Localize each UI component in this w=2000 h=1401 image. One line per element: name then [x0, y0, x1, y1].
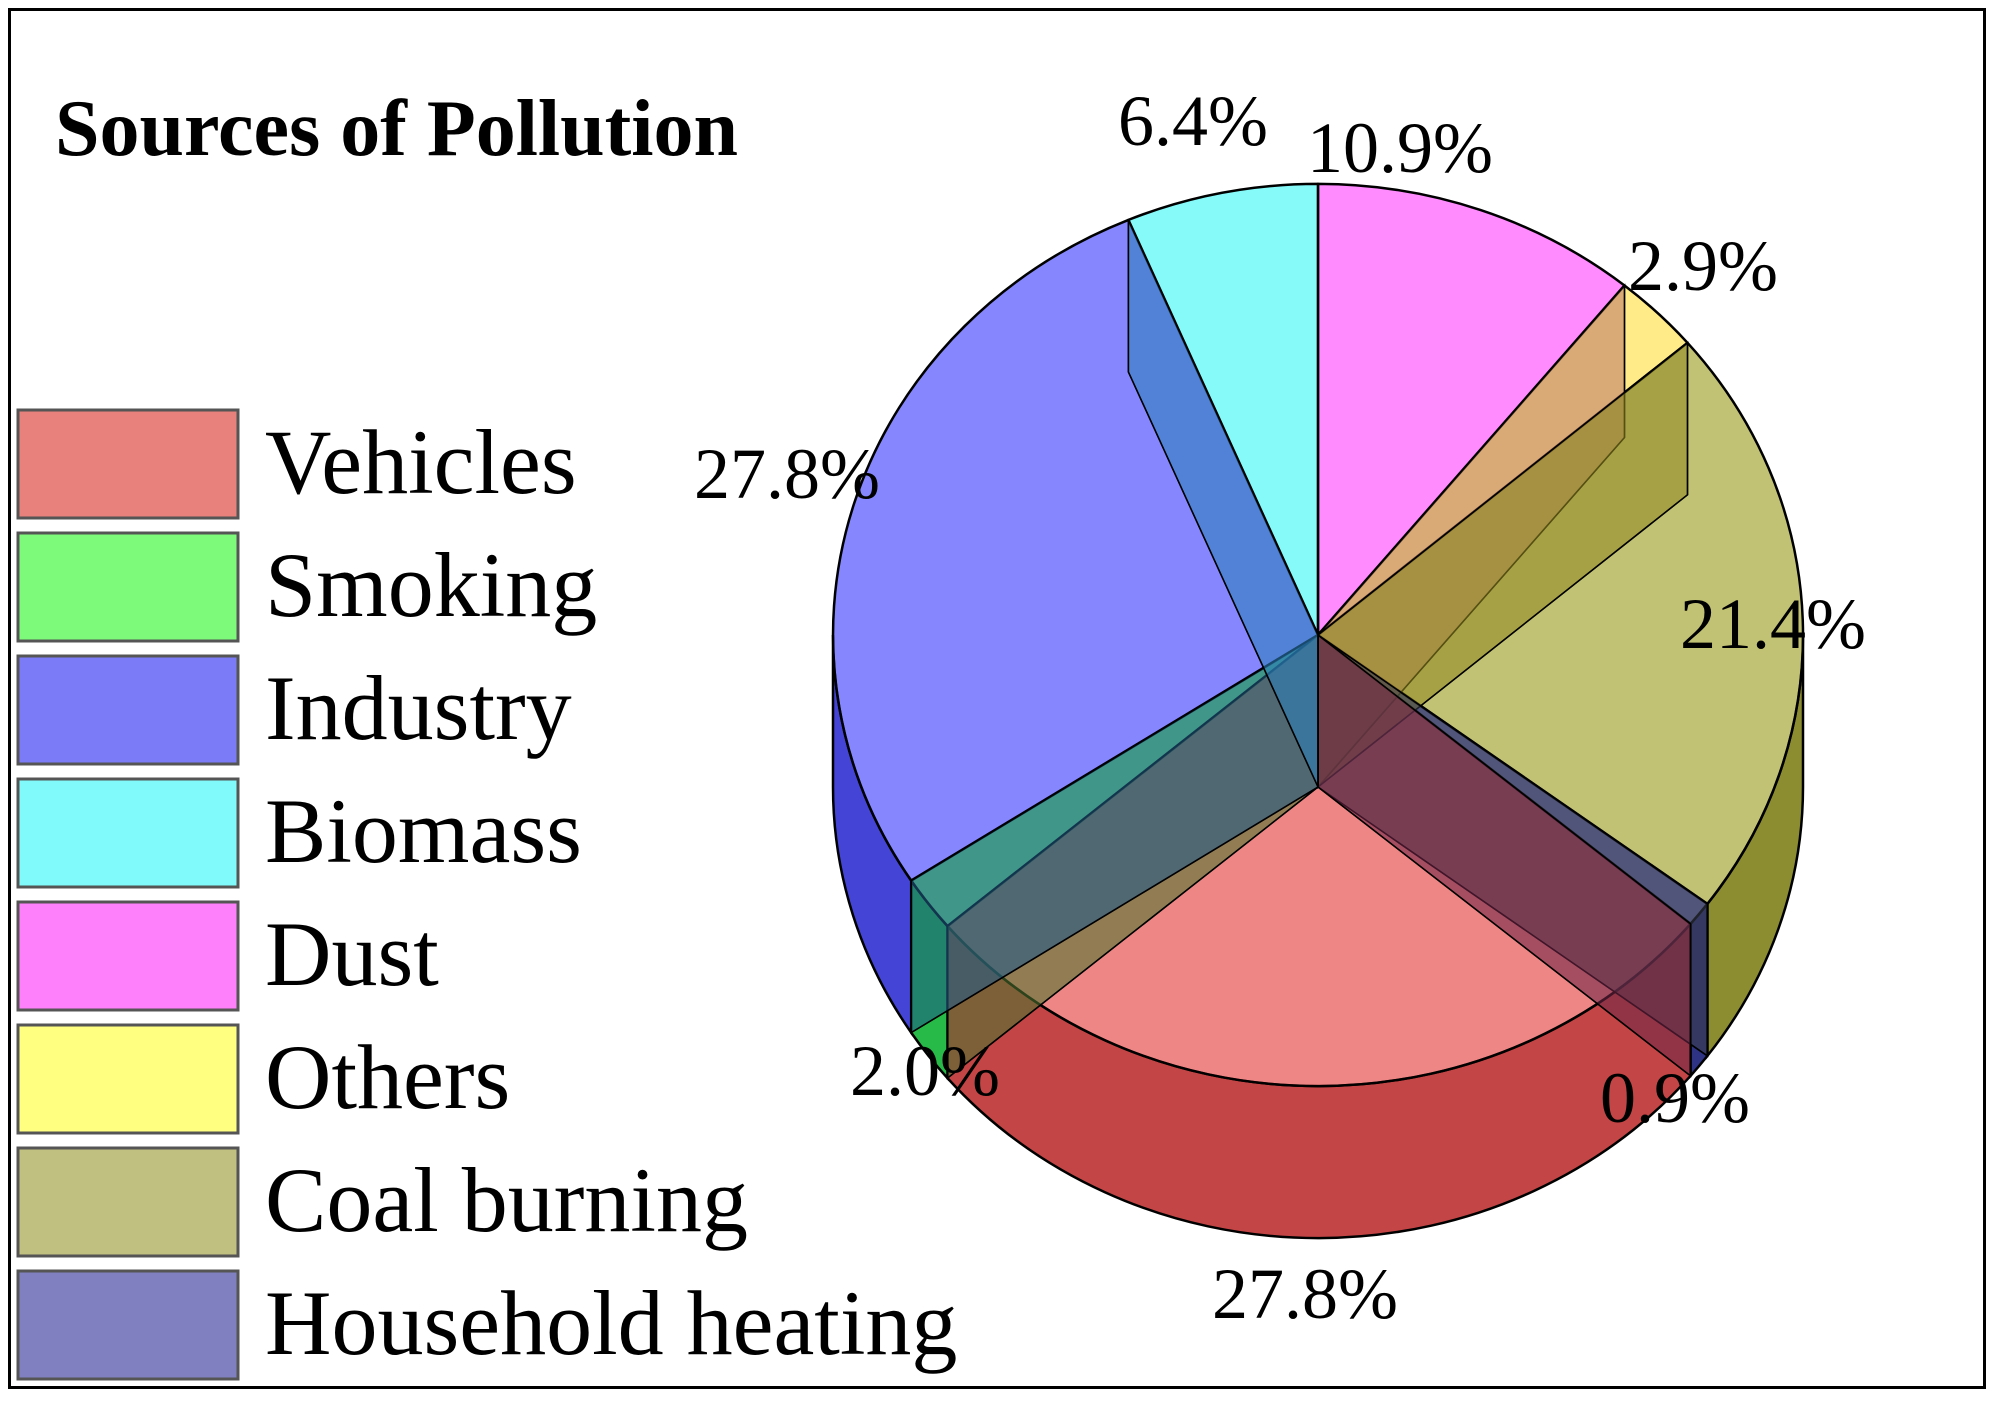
slice-vehicles — [946, 633, 1692, 1088]
legend-label: Dust — [265, 903, 439, 1005]
legend-swatch — [16, 1023, 240, 1135]
legend-item-dust: Dust — [16, 900, 439, 1012]
legend-swatch — [16, 1269, 240, 1381]
legend-item-vehicles: Vehicles — [16, 408, 577, 520]
legend-swatch — [16, 654, 240, 766]
value-label-dust: 10.9% — [1307, 108, 1493, 188]
value-label-coal-burning: 21.4% — [1680, 584, 1866, 664]
value-label-household-heating: 0.9% — [1600, 1058, 1750, 1138]
legend-swatch — [16, 531, 240, 643]
pie-radial-walls — [910, 183, 1709, 1080]
legend-label: Vehicles — [265, 411, 577, 513]
legend-label: Coal burning — [265, 1149, 748, 1251]
legend-item-industry: Industry — [16, 654, 572, 766]
legend-label: Household heating — [265, 1272, 957, 1374]
value-label-others: 2.9% — [1628, 226, 1778, 306]
slice-coal-burning — [1316, 341, 1805, 906]
chart-title: Sources of Pollution — [55, 85, 738, 173]
legend-label: Smoking — [265, 534, 597, 636]
legend-item-biomass: Biomass — [16, 777, 582, 889]
slice-industry — [831, 218, 1320, 882]
legend-swatch — [16, 408, 240, 520]
slice-biomass — [1127, 182, 1320, 637]
value-label-vehicles: 27.8% — [1212, 1254, 1398, 1334]
legend: Vehicles Smoking Industry Biomass Dust Others… — [16, 408, 957, 1381]
value-label-smoking: 2.0% — [850, 1031, 1000, 1111]
value-label-industry: 27.8% — [694, 434, 880, 514]
legend-item-coal-burning: Coal burning — [16, 1146, 748, 1258]
legend-label: Industry — [265, 657, 572, 759]
pie-body — [831, 182, 1805, 1240]
legend-label: Others — [265, 1026, 510, 1128]
legend-item-smoking: Smoking — [16, 531, 597, 643]
legend-swatch — [16, 777, 240, 889]
value-labels: 27.8% 2.0% 27.8% 6.4% 10.9% 2.9% 21.4% 0.9% — [694, 81, 1866, 1334]
slice-dust — [1316, 182, 1626, 637]
legend-item-others: Others — [16, 1023, 510, 1135]
legend-label: Biomass — [265, 780, 582, 882]
value-label-biomass: 6.4% — [1118, 81, 1268, 161]
legend-swatch — [16, 900, 240, 1012]
legend-swatch — [16, 1146, 240, 1258]
legend-item-household-heating: Household heating — [16, 1269, 957, 1381]
